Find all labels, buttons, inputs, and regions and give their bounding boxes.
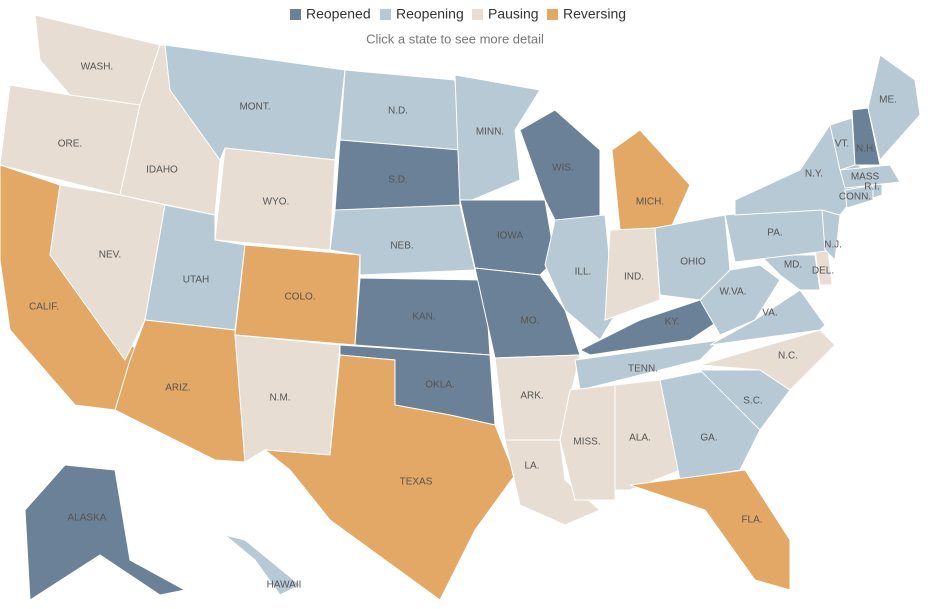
state[interactable] — [224, 534, 301, 596]
legend-swatch — [380, 9, 391, 20]
state[interactable] — [263, 354, 516, 601]
legend-label: Reopening — [396, 6, 464, 22]
state[interactable] — [334, 139, 461, 216]
state[interactable] — [629, 469, 791, 591]
state[interactable] — [454, 74, 541, 206]
legend-label: Reopened — [306, 6, 371, 22]
state[interactable] — [604, 227, 661, 321]
legend-label: Pausing — [488, 6, 539, 22]
state[interactable] — [114, 319, 246, 463]
subtitle: Click a state to see more detail — [366, 31, 544, 46]
legend: Reopened Reopening Pausing Reversing — [290, 6, 626, 22]
state[interactable] — [339, 69, 461, 151]
state[interactable] — [699, 329, 836, 391]
state[interactable] — [867, 54, 921, 162]
legend-swatch — [547, 9, 558, 20]
state[interactable] — [234, 244, 361, 346]
state[interactable] — [839, 164, 901, 189]
state[interactable] — [709, 289, 826, 346]
state[interactable] — [844, 184, 876, 209]
legend-label: Reversing — [563, 6, 626, 22]
state[interactable] — [354, 277, 491, 356]
state[interactable] — [758, 254, 821, 291]
state[interactable] — [474, 267, 581, 359]
state[interactable] — [851, 107, 881, 166]
state[interactable] — [559, 384, 616, 501]
state[interactable] — [614, 379, 681, 491]
legend-swatch — [472, 9, 483, 20]
state[interactable] — [574, 339, 722, 391]
state[interactable] — [214, 147, 336, 251]
state[interactable] — [459, 199, 556, 276]
states — [0, 14, 921, 601]
state[interactable] — [699, 264, 781, 336]
legend-swatch — [290, 9, 301, 20]
state[interactable] — [34, 14, 161, 106]
state[interactable] — [234, 334, 341, 463]
state[interactable] — [24, 464, 187, 601]
state[interactable] — [611, 129, 691, 231]
